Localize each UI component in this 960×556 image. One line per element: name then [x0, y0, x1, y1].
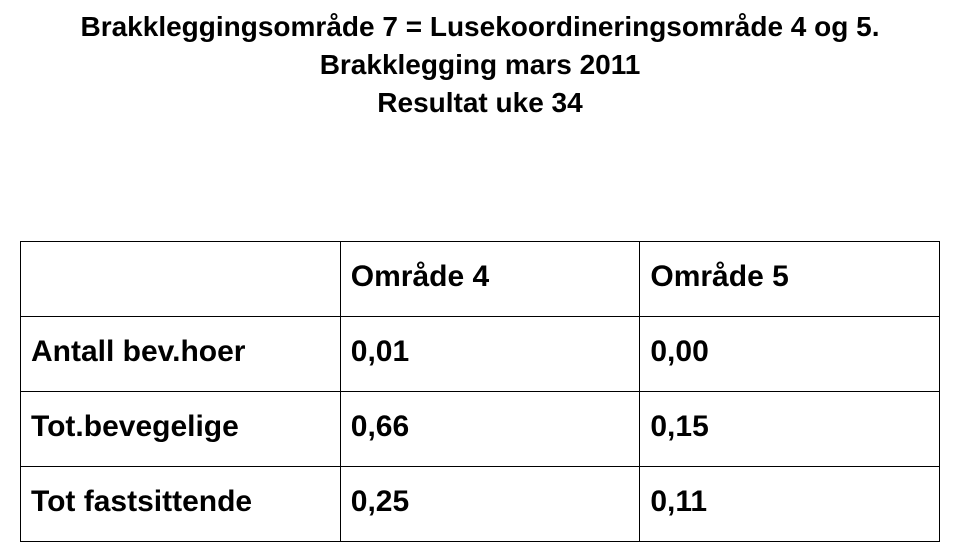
row-value-a: 0,25 [340, 467, 640, 542]
table-row: Tot fastsittende 0,25 0,11 [21, 467, 940, 542]
row-value-a: 0,01 [340, 317, 640, 392]
row-value-b: 0,15 [640, 392, 940, 467]
table-header-omrade-5: Område 5 [640, 242, 940, 317]
table-header-row: Område 4 Område 5 [21, 242, 940, 317]
row-label: Tot fastsittende [21, 467, 341, 542]
title-block: Brakkleggingsområde 7 = Lusekoordinering… [0, 0, 960, 161]
data-table: Område 4 Område 5 Antall bev.hoer 0,01 0… [20, 241, 940, 542]
table-row: Antall bev.hoer 0,01 0,00 [21, 317, 940, 392]
title-line-3: Resultat uke 34 [0, 84, 960, 122]
title-line-1: Brakkleggingsområde 7 = Lusekoordinering… [0, 8, 960, 46]
title-line-2: Brakklegging mars 2011 [0, 46, 960, 84]
row-label: Antall bev.hoer [21, 317, 341, 392]
row-value-b: 0,00 [640, 317, 940, 392]
table-header-blank [21, 242, 341, 317]
row-value-b: 0,11 [640, 467, 940, 542]
row-value-a: 0,66 [340, 392, 640, 467]
row-label: Tot.bevegelige [21, 392, 341, 467]
table-header-omrade-4: Område 4 [340, 242, 640, 317]
table-row: Tot.bevegelige 0,66 0,15 [21, 392, 940, 467]
